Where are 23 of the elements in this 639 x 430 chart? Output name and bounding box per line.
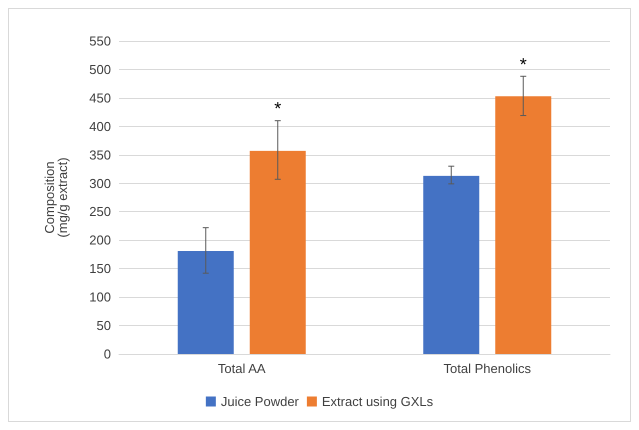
y-axis-title: Composition (mg/g extract) bbox=[42, 157, 70, 238]
legend-label: Extract using GXLs bbox=[322, 394, 434, 409]
y-tick-label: 250 bbox=[89, 204, 111, 220]
bar bbox=[250, 150, 306, 354]
y-tick-label: 400 bbox=[89, 118, 111, 134]
x-tick-label: Total Phenolics bbox=[444, 361, 532, 376]
annotation: * bbox=[274, 98, 282, 119]
y-tick-label: 0 bbox=[104, 346, 111, 362]
y-tick-label: 50 bbox=[96, 318, 111, 334]
y-tick-label: 100 bbox=[89, 290, 111, 305]
bar bbox=[178, 250, 234, 354]
y-tick-label: 300 bbox=[89, 176, 111, 191]
y-tick-label: 550 bbox=[89, 34, 111, 48]
y-tick-label: 500 bbox=[89, 62, 111, 77]
y-tick-label: 150 bbox=[89, 261, 111, 276]
annotation: * bbox=[520, 54, 527, 74]
bar bbox=[495, 96, 552, 354]
legend-label: Juice Powder bbox=[220, 394, 300, 409]
x-tick-label: Total AA bbox=[218, 361, 266, 376]
y-tick-label: 200 bbox=[89, 232, 111, 248]
y-tick-label: 450 bbox=[89, 90, 111, 106]
bar bbox=[423, 176, 480, 354]
y-tick-label: 350 bbox=[89, 147, 111, 162]
